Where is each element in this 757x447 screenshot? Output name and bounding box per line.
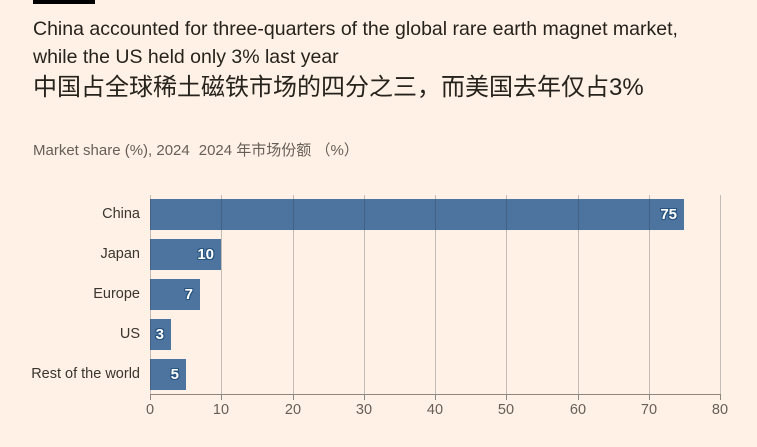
axis-tick-label: 30 (355, 402, 373, 418)
bar-row-europe: Europe 7 (0, 279, 757, 310)
bar-us: 3 (150, 319, 171, 350)
chart-title: China accounted for three-quarters of th… (33, 15, 678, 71)
axis-tick (649, 395, 650, 400)
axis-tick (150, 395, 151, 400)
bar-row-china: China 75 (0, 199, 757, 230)
bar-row-us: US 3 (0, 319, 757, 350)
axis-tick-label: 50 (497, 402, 515, 418)
bar-rest-of-world: 5 (150, 359, 186, 390)
axis-tick-label: 80 (711, 402, 729, 418)
axis-tick-label: 0 (145, 402, 155, 418)
bar-value-rest-of-world: 5 (170, 366, 179, 383)
x-axis: 0 10 20 30 40 50 60 70 80 (0, 394, 757, 447)
top-rule (33, 0, 95, 4)
category-label-europe: Europe (93, 286, 140, 302)
axis-tick (293, 395, 294, 400)
axis-tick-label: 10 (212, 402, 230, 418)
bar-value-japan: 10 (197, 246, 214, 263)
axis-tick-label: 20 (284, 402, 302, 418)
category-label-japan: Japan (100, 246, 140, 262)
bar-row-japan: Japan 10 (0, 239, 757, 270)
chart-subtitle-en: Market share (%), 2024 (33, 142, 190, 159)
axis-tick (720, 395, 721, 400)
axis-tick-label: 40 (426, 402, 444, 418)
chart-title-chinese: 中国占全球稀土磁铁市场的四分之三，而美国去年仅占3% (33, 74, 644, 101)
chart-title-line2: while the US held only 3% last year (33, 46, 339, 68)
bar-value-us: 3 (155, 326, 164, 343)
chart-title-line1: China accounted for three-quarters of th… (33, 18, 678, 40)
chart-subtitle-zh: 2024 年市场份额 （%） (198, 142, 359, 159)
axis-tick (435, 395, 436, 400)
bar-value-europe: 7 (184, 286, 193, 303)
bar-japan: 10 (150, 239, 221, 270)
bar-china: 75 (150, 199, 684, 230)
category-label-us: US (119, 326, 140, 342)
bar-europe: 7 (150, 279, 200, 310)
axis-tick (221, 395, 222, 400)
axis-tick-label: 70 (640, 402, 658, 418)
plot-area: China 75 Japan 10 Europe 7 US 3 Rest of … (0, 195, 757, 394)
axis-tick (506, 395, 507, 400)
bar-row-rest-of-world: Rest of the world 5 (0, 359, 757, 390)
axis-tick (364, 395, 365, 400)
x-axis-line (150, 394, 721, 395)
bar-value-china: 75 (660, 206, 677, 223)
chart-subtitle: Market share (%), 2024 2024 年市场份额 （%） (33, 139, 359, 160)
category-label-china: China (102, 206, 140, 222)
axis-tick (578, 395, 579, 400)
category-label-rest-of-world: Rest of the world (31, 366, 140, 382)
axis-tick-label: 60 (569, 402, 587, 418)
